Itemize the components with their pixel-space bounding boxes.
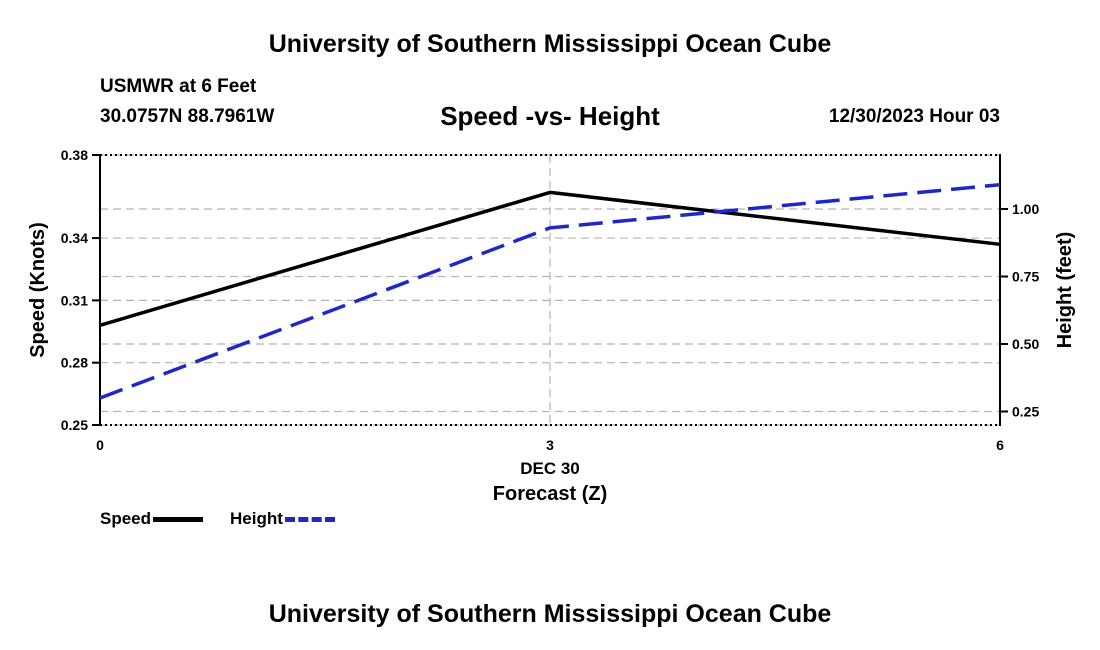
right-tick-label-2: 0.75 bbox=[1012, 269, 1039, 285]
left-tick-label-4: 0.38 bbox=[61, 147, 88, 163]
x-tick-label-1: 3 bbox=[546, 437, 554, 453]
legend-height-swatch bbox=[284, 516, 335, 522]
right-axis-label: Height (feet) bbox=[1054, 232, 1076, 349]
main-title: University of Southern Mississippi Ocean… bbox=[268, 30, 832, 58]
left-tick-label-1: 0.28 bbox=[61, 355, 88, 371]
left-tick-label-3: 0.34 bbox=[61, 230, 88, 246]
legend-height-label: Height bbox=[230, 509, 283, 528]
x-axis-label: Forecast (Z) bbox=[493, 483, 607, 505]
legend-height: Height bbox=[230, 508, 335, 530]
forecast-datestamp: 12/30/2023 Hour 03 bbox=[828, 106, 1000, 127]
right-tick-label-3: 1.00 bbox=[1012, 201, 1039, 217]
legend-speed: Speed bbox=[100, 508, 204, 530]
right-tick-label-1: 0.50 bbox=[1012, 336, 1039, 352]
right-tick-label-0: 0.25 bbox=[1012, 404, 1039, 420]
station-coordinates: 30.0757N 88.7961W bbox=[100, 106, 275, 127]
legend-speed-label: Speed bbox=[100, 509, 152, 528]
left-tick-label-2: 0.31 bbox=[61, 292, 88, 308]
footer-title: University of Southern Mississippi Ocean… bbox=[268, 600, 832, 628]
x-date-label: DEC 30 bbox=[520, 459, 580, 478]
x-tick-label-0: 0 bbox=[96, 437, 104, 453]
station-label: USMWR at 6 Feet bbox=[100, 76, 257, 97]
left-axis-label: Speed (Knots) bbox=[27, 222, 49, 358]
chart-title: Speed -vs- Height bbox=[440, 101, 660, 131]
left-tick-label-0: 0.25 bbox=[61, 417, 88, 433]
x-tick-label-2: 6 bbox=[996, 437, 1004, 453]
legend-speed-swatch bbox=[153, 516, 204, 522]
